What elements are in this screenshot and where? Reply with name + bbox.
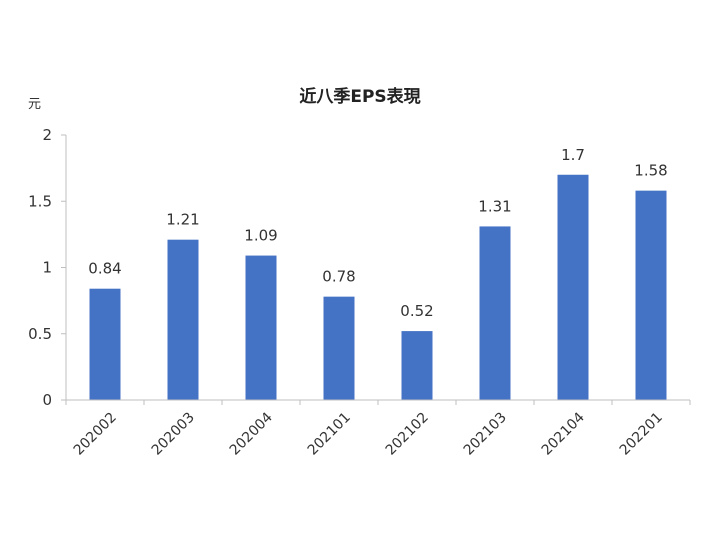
y-tick-label: 0 bbox=[42, 391, 52, 409]
chart-title: 近八季EPS表現 bbox=[299, 86, 420, 107]
data-label-202004: 1.09 bbox=[244, 227, 277, 245]
x-axis-ticks: 202002 202003 202004 202101 202102 202103 2021… bbox=[65, 400, 691, 459]
y-tick-label: 0.5 bbox=[28, 325, 52, 343]
bar-202003 bbox=[167, 239, 199, 400]
x-tick-label-202102: 202102 bbox=[383, 410, 432, 459]
bar-202002 bbox=[89, 288, 121, 400]
data-labels: 0.84 1.21 1.09 0.78 0.52 1.31 1.7 1.58 bbox=[88, 146, 667, 320]
bar-202101 bbox=[323, 296, 355, 400]
bar-202004 bbox=[245, 255, 277, 400]
bar-202102 bbox=[401, 331, 433, 400]
x-tick-label-202101: 202101 bbox=[305, 410, 354, 459]
x-tick-label-202201: 202201 bbox=[617, 410, 666, 459]
x-tick-label-202003: 202003 bbox=[149, 410, 198, 459]
y-axis-ticks: 0 0.5 1 1.5 2 bbox=[28, 126, 66, 409]
y-axis-unit-label: 元 bbox=[28, 97, 41, 112]
data-label-202002: 0.84 bbox=[88, 260, 121, 278]
data-label-202003: 1.21 bbox=[166, 211, 199, 229]
data-label-202102: 0.52 bbox=[400, 302, 433, 320]
data-label-202103: 1.31 bbox=[478, 197, 511, 215]
x-tick-label-202004: 202004 bbox=[227, 409, 276, 458]
bar-202103 bbox=[479, 226, 511, 400]
data-label-202201: 1.58 bbox=[634, 162, 667, 180]
x-tick-label-202104: 202104 bbox=[539, 409, 588, 458]
bars bbox=[89, 174, 667, 400]
bar-202201 bbox=[635, 190, 667, 400]
y-tick-label: 1 bbox=[42, 259, 52, 277]
x-tick-label-202103: 202103 bbox=[461, 410, 510, 459]
data-label-202101: 0.78 bbox=[322, 268, 355, 286]
y-tick-label: 2 bbox=[42, 126, 52, 144]
x-tick-label-202002: 202002 bbox=[71, 410, 120, 459]
bar-202104 bbox=[557, 174, 589, 400]
data-label-202104: 1.7 bbox=[561, 146, 585, 164]
y-tick-label: 1.5 bbox=[28, 192, 52, 210]
